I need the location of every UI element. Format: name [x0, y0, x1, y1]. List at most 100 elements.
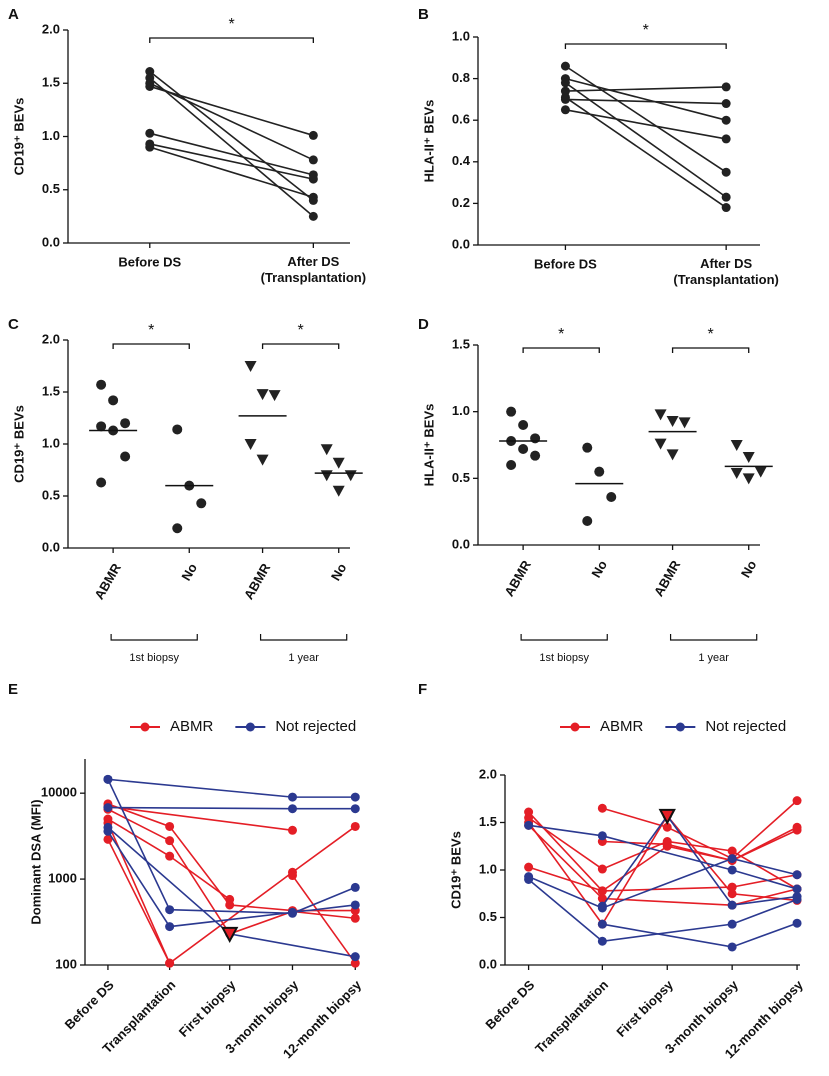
y-tick-label: 1.0 — [452, 403, 470, 418]
y-tick-label: 0.0 — [42, 234, 60, 249]
point — [560, 61, 570, 71]
series-line — [564, 96, 727, 209]
point — [742, 452, 755, 463]
point — [172, 523, 183, 534]
point — [727, 865, 737, 875]
point — [730, 468, 743, 479]
x-tick-label: Transplantation — [532, 977, 611, 1056]
point — [594, 466, 605, 477]
point — [225, 894, 235, 904]
point — [165, 922, 175, 932]
x-tick-label: No — [178, 561, 200, 584]
y-tick-label: 1.5 — [42, 75, 60, 90]
point — [196, 498, 207, 509]
point — [792, 796, 802, 806]
point — [654, 438, 667, 450]
y-tick-label: 0.0 — [42, 539, 60, 554]
significance-bracket — [671, 347, 750, 353]
point — [96, 421, 107, 432]
x-tick-label: ABMR — [91, 560, 124, 602]
panel-letter: C — [8, 316, 19, 333]
point — [582, 442, 593, 453]
group-bracket — [669, 634, 758, 641]
significance-label: * — [643, 22, 649, 39]
series-line — [107, 806, 356, 810]
series-line — [602, 829, 798, 862]
point — [256, 454, 269, 466]
point — [350, 952, 360, 962]
point — [145, 128, 155, 138]
point — [103, 834, 113, 844]
y-tick-label: 0.0 — [452, 536, 470, 551]
y-tick-label: 2.0 — [42, 331, 60, 346]
y-tick-label: 1.0 — [452, 28, 470, 43]
point — [678, 417, 691, 429]
x-tick-label: First biopsy — [176, 977, 239, 1040]
point — [530, 433, 541, 444]
series-line — [149, 70, 314, 202]
x-tick-label: After DS (Transplantation) — [261, 254, 366, 285]
y-tick-label: 1.0 — [42, 128, 60, 143]
group-label: 1st biopsy — [539, 652, 589, 664]
series-line — [528, 811, 798, 892]
point — [597, 886, 607, 896]
point — [742, 473, 755, 485]
point — [597, 894, 607, 903]
y-axis-label: HLA-II⁺ BEVs — [421, 404, 436, 487]
significance-label: * — [298, 322, 304, 339]
x-tick-label: After DS (Transplantation) — [673, 256, 778, 287]
point — [308, 174, 318, 184]
significance-label: * — [558, 326, 564, 343]
point — [662, 822, 672, 832]
point — [165, 821, 175, 831]
point — [792, 884, 802, 894]
x-tick-label: No — [328, 561, 350, 584]
significance-bracket — [261, 343, 340, 349]
y-axis-label: CD19⁺ BEVs — [448, 831, 463, 909]
point — [792, 870, 802, 880]
series-line — [565, 86, 727, 92]
series-line — [149, 143, 314, 180]
point — [606, 492, 617, 502]
series-line — [528, 857, 798, 909]
series-line — [565, 98, 727, 105]
legend-dot — [570, 722, 580, 732]
series-line — [107, 825, 356, 965]
point — [103, 803, 113, 813]
y-tick-label: 1000 — [48, 871, 77, 886]
point — [524, 862, 534, 872]
point — [350, 882, 360, 892]
point — [120, 418, 131, 429]
point — [727, 889, 737, 899]
point — [518, 444, 529, 454]
y-tick-label: 0.5 — [42, 181, 60, 196]
point — [96, 379, 107, 390]
point — [792, 892, 802, 902]
point — [350, 913, 360, 923]
y-tick-label: 0.5 — [452, 470, 470, 485]
x-tick-label: ABMR — [501, 557, 534, 599]
point — [792, 825, 802, 835]
point — [350, 804, 360, 814]
point — [308, 155, 318, 165]
point — [727, 882, 737, 892]
point — [666, 449, 679, 461]
point — [518, 420, 529, 430]
point — [320, 470, 333, 482]
point — [597, 936, 607, 946]
point — [654, 409, 667, 421]
point — [721, 82, 731, 92]
point — [597, 864, 607, 874]
point — [727, 919, 737, 929]
point — [582, 516, 593, 526]
series-line — [107, 805, 293, 832]
y-tick-label: 0.0 — [452, 236, 470, 251]
panel-letter: F — [418, 681, 427, 698]
point — [350, 821, 360, 831]
point — [103, 822, 113, 832]
y-tick-label: 0.5 — [42, 487, 60, 502]
legend-dot — [245, 722, 255, 732]
series-line — [107, 830, 356, 928]
point — [165, 905, 175, 915]
series-line — [291, 875, 356, 964]
